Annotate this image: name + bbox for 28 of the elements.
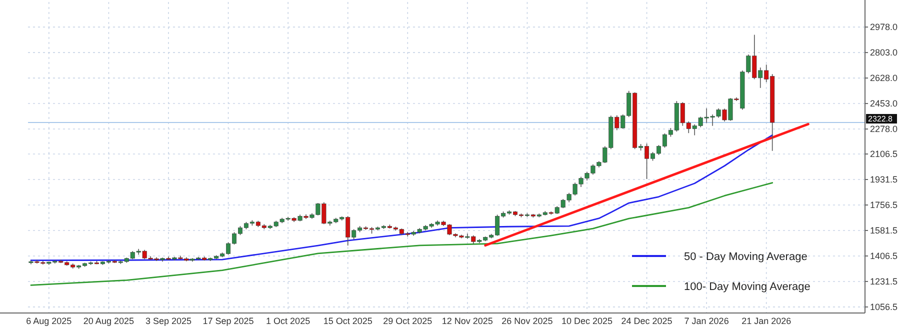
x-tick-label: 6 Aug 2025 [26,316,72,326]
y-tick-label: 1231.5 [870,276,898,286]
y-tick-label: 2278.0 [870,124,898,134]
y-tick-label: 2453.0 [870,98,898,109]
x-tick-label: 24 Dec 2025 [621,316,672,326]
y-tick-label: 1931.5 [870,174,898,184]
legend-label: 50 - Day Moving Average [684,251,808,263]
x-tick-label: 12 Nov 2025 [442,316,493,326]
x-tick-label: 10 Dec 2025 [561,316,613,326]
x-tick-label: 20 Aug 2025 [83,316,134,326]
ref-line-label: 2322.8 [868,114,894,124]
y-tick-label: 2628.0 [870,73,898,84]
y-tick-label: 2106.5 [870,149,898,160]
y-tick-label: 1406.5 [870,250,898,261]
x-tick-label: 15 Oct 2025 [323,316,372,326]
y-tick-label: 2803.0 [870,48,898,58]
y-tick-label: 2978.0 [870,22,898,32]
x-tick-label: 7 Jan 2026 [684,316,729,326]
y-tick-label: 1756.5 [870,200,898,210]
y-tick-label: 1056.5 [870,302,898,312]
x-tick-label: 17 Sep 2025 [202,316,254,326]
x-tick-label: 21 Jan 2026 [742,316,792,326]
x-tick-label: 3 Sep 2025 [145,316,192,326]
y-tick-label: 1581.5 [870,225,898,236]
x-tick-label: 1 Oct 2025 [266,316,310,326]
x-tick-label: 26 Nov 2025 [502,316,553,326]
x-tick-label: 29 Oct 2025 [383,316,432,326]
legend-label: 100- Day Moving Average [684,281,810,293]
